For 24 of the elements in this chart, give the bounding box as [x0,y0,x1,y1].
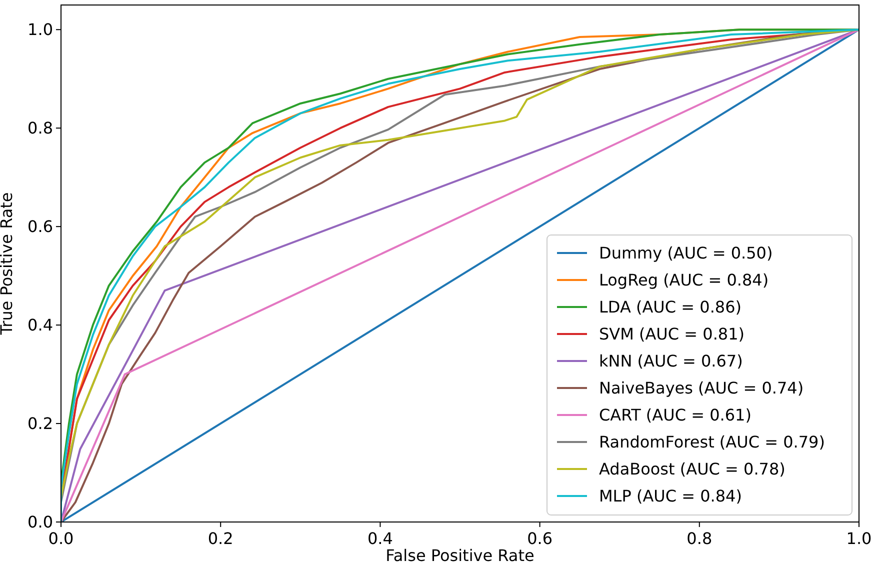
y-tick-label: 1.0 [28,20,53,40]
x-tick-label: 0.2 [208,529,234,548]
x-tick-label: 0.8 [686,529,712,548]
legend-label: LogReg (AUC = 0.84) [599,270,769,290]
legend-label: CART (AUC = 0.61) [599,406,752,425]
x-tick-label: 0.0 [48,529,74,548]
legend-label: LDA (AUC = 0.86) [599,298,742,317]
legend-label: Dummy (AUC = 0.50) [599,244,773,263]
y-tick-label: 0.2 [28,414,53,434]
x-axis-title: False Positive Rate [386,546,534,565]
legend-label: AdaBoost (AUC = 0.78) [599,460,786,479]
x-tick-label: 0.4 [367,529,393,548]
y-tick-label: 0.6 [28,217,53,236]
x-tick-label: 1.0 [846,529,872,548]
y-tick-label: 0.8 [28,118,53,138]
x-tick-label: 0.6 [527,529,553,548]
y-axis-title: True Positive Rate [0,192,16,336]
y-tick-label: 0.4 [28,316,53,335]
legend-label: NaiveBayes (AUC = 0.74) [599,378,804,398]
y-tick-label: 0.0 [28,512,53,532]
legend-label: MLP (AUC = 0.84) [599,486,742,506]
legend-label: SVM (AUC = 0.81) [599,324,745,344]
legend-label: RandomForest (AUC = 0.79) [599,432,825,452]
legend-label: kNN (AUC = 0.67) [599,352,743,371]
